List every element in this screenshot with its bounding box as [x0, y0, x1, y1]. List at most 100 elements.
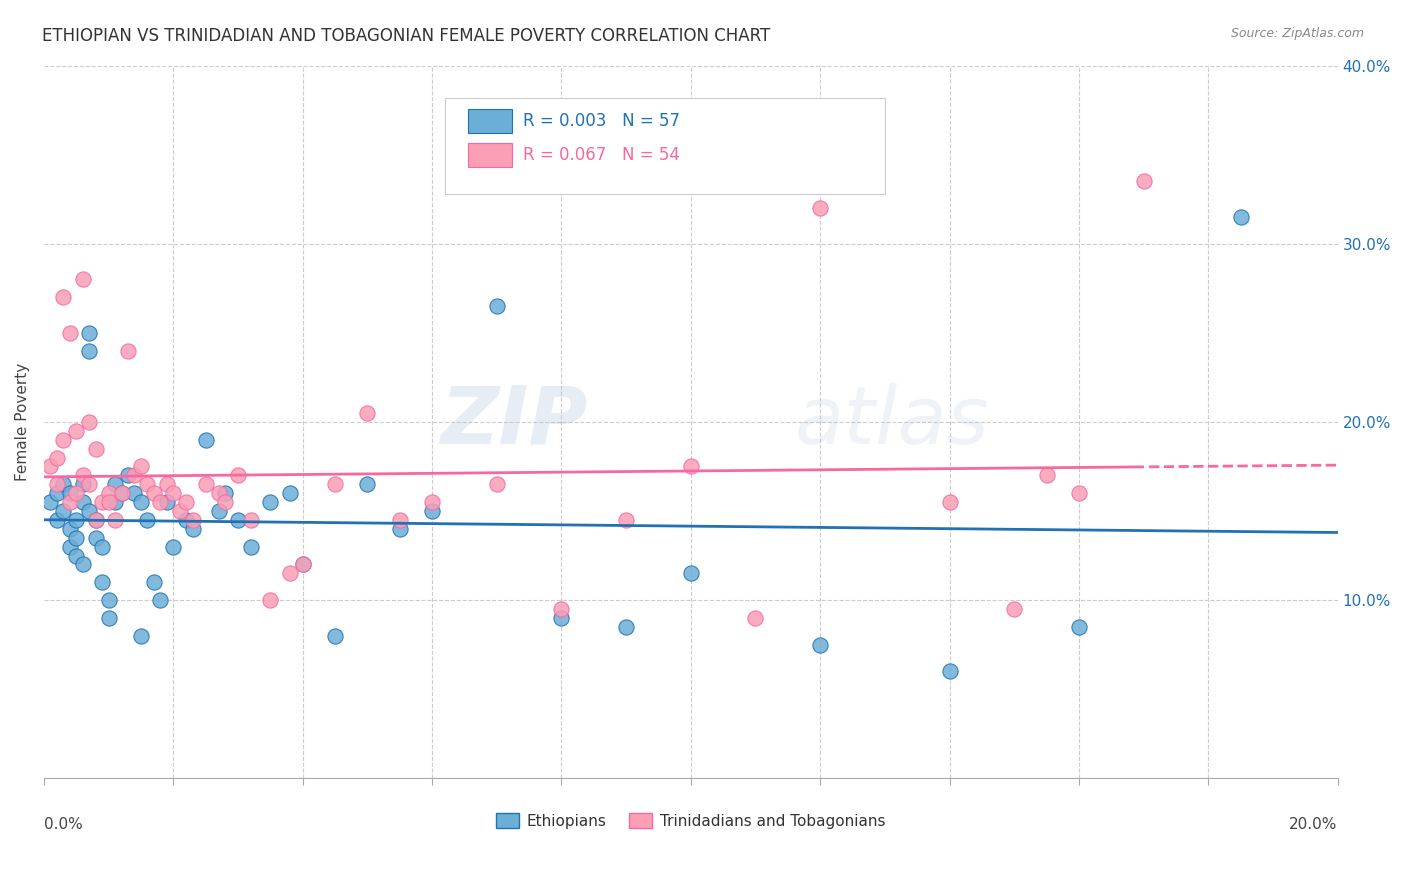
- Point: [1229, 210, 1251, 224]
- Point: [142, 486, 165, 500]
- Point: [110, 486, 132, 500]
- Point: [84, 513, 107, 527]
- Point: [110, 486, 132, 500]
- Point: [77, 415, 100, 429]
- Point: [91, 540, 114, 554]
- Point: [278, 566, 301, 581]
- Y-axis label: Female Poverty: Female Poverty: [15, 363, 30, 481]
- Point: [181, 522, 204, 536]
- Point: [117, 468, 139, 483]
- Point: [136, 513, 159, 527]
- Point: [226, 513, 249, 527]
- Point: [45, 450, 67, 465]
- Legend: Ethiopians, Trinidadians and Tobagonians: Ethiopians, Trinidadians and Tobagonians: [489, 806, 891, 835]
- Point: [550, 602, 572, 616]
- Point: [162, 540, 184, 554]
- Point: [388, 522, 411, 536]
- Point: [485, 477, 508, 491]
- Point: [181, 513, 204, 527]
- Text: Source: ZipAtlas.com: Source: ZipAtlas.com: [1230, 27, 1364, 40]
- Point: [938, 495, 960, 509]
- Point: [77, 326, 100, 340]
- Point: [194, 477, 217, 491]
- Point: [323, 477, 346, 491]
- Point: [226, 468, 249, 483]
- Point: [45, 486, 67, 500]
- Point: [149, 495, 172, 509]
- Text: atlas: atlas: [794, 383, 988, 461]
- Point: [259, 495, 281, 509]
- Point: [104, 513, 127, 527]
- Point: [291, 558, 314, 572]
- Point: [1035, 468, 1057, 483]
- Point: [808, 201, 831, 215]
- Text: ZIP: ZIP: [440, 383, 588, 461]
- Point: [174, 513, 197, 527]
- Point: [744, 611, 766, 625]
- Text: R = 0.003   N = 57: R = 0.003 N = 57: [523, 112, 679, 130]
- Point: [420, 504, 443, 518]
- Point: [104, 477, 127, 491]
- Point: [59, 540, 82, 554]
- Point: [1067, 620, 1090, 634]
- Point: [91, 495, 114, 509]
- Point: [39, 495, 62, 509]
- Point: [59, 522, 82, 536]
- Point: [65, 549, 87, 563]
- Point: [938, 665, 960, 679]
- Point: [156, 495, 179, 509]
- Point: [72, 272, 94, 286]
- Point: [162, 486, 184, 500]
- Point: [214, 486, 236, 500]
- Point: [77, 477, 100, 491]
- Point: [97, 611, 120, 625]
- Point: [356, 406, 378, 420]
- Point: [356, 477, 378, 491]
- Point: [136, 477, 159, 491]
- Point: [420, 495, 443, 509]
- Point: [323, 629, 346, 643]
- Point: [91, 575, 114, 590]
- Point: [808, 638, 831, 652]
- Point: [129, 629, 152, 643]
- Point: [129, 459, 152, 474]
- Point: [59, 326, 82, 340]
- Text: 20.0%: 20.0%: [1289, 817, 1337, 832]
- Point: [84, 531, 107, 545]
- Point: [97, 593, 120, 607]
- Point: [129, 495, 152, 509]
- Point: [239, 513, 262, 527]
- Point: [207, 504, 229, 518]
- Point: [59, 495, 82, 509]
- Point: [77, 343, 100, 358]
- Point: [149, 593, 172, 607]
- Point: [550, 611, 572, 625]
- Point: [84, 442, 107, 456]
- Point: [65, 531, 87, 545]
- FancyBboxPatch shape: [444, 97, 884, 194]
- Point: [291, 558, 314, 572]
- Point: [278, 486, 301, 500]
- Point: [142, 575, 165, 590]
- Point: [52, 477, 75, 491]
- Point: [1002, 602, 1025, 616]
- Point: [614, 513, 637, 527]
- Point: [65, 486, 87, 500]
- Point: [156, 477, 179, 491]
- Point: [485, 299, 508, 313]
- FancyBboxPatch shape: [468, 109, 512, 133]
- Point: [214, 495, 236, 509]
- Point: [65, 513, 87, 527]
- Point: [97, 495, 120, 509]
- Point: [104, 495, 127, 509]
- Point: [388, 513, 411, 527]
- Text: ETHIOPIAN VS TRINIDADIAN AND TOBAGONIAN FEMALE POVERTY CORRELATION CHART: ETHIOPIAN VS TRINIDADIAN AND TOBAGONIAN …: [42, 27, 770, 45]
- Point: [97, 486, 120, 500]
- Point: [239, 540, 262, 554]
- Point: [124, 486, 146, 500]
- Point: [259, 593, 281, 607]
- Point: [117, 343, 139, 358]
- Point: [77, 504, 100, 518]
- Point: [72, 477, 94, 491]
- FancyBboxPatch shape: [468, 143, 512, 167]
